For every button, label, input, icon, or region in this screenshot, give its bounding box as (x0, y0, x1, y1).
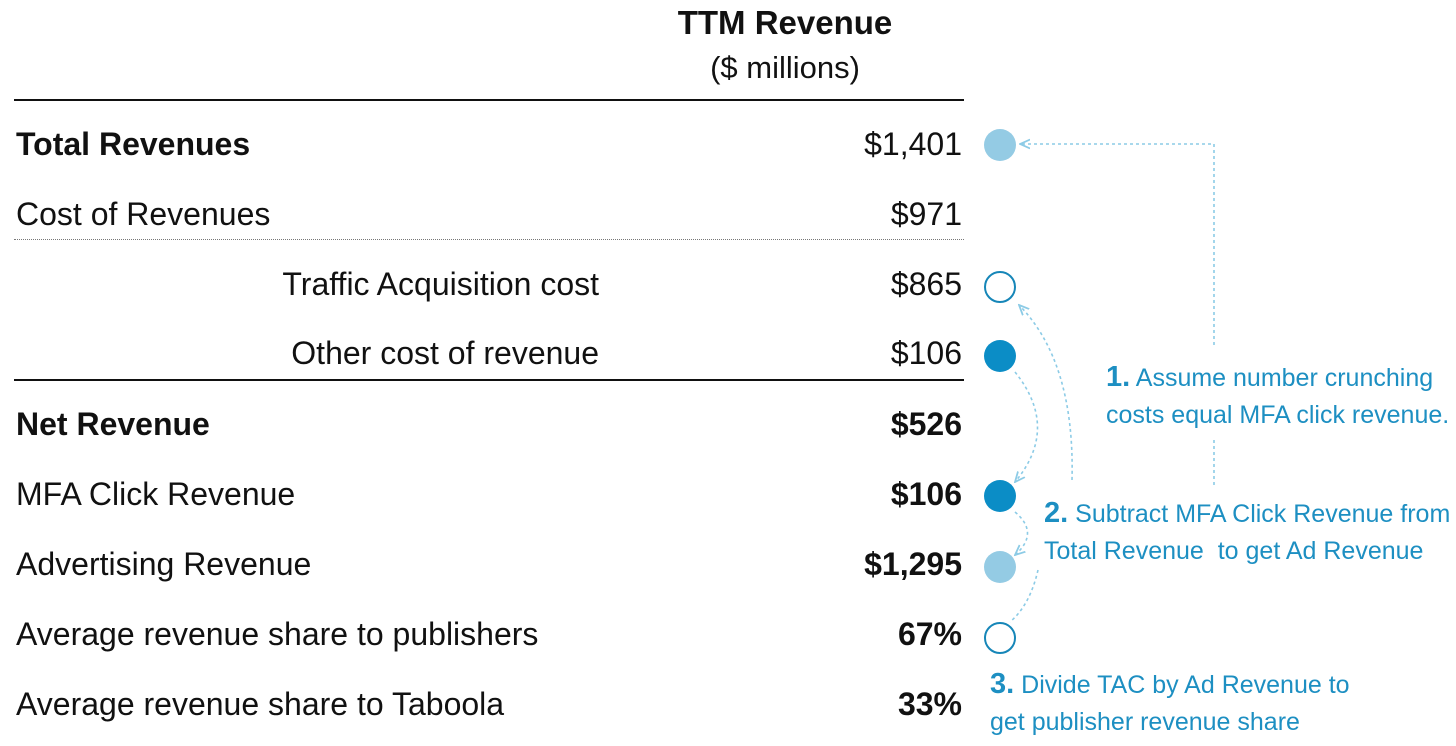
note-step-1: 1. Assume number crunching costs equal M… (1106, 359, 1449, 434)
marker-traffic-acquisition-cost (984, 271, 1016, 303)
note-number: 2. (1044, 497, 1069, 529)
row-cost-of-revenues: Cost of Revenues $971 (14, 196, 962, 236)
row-value: $106 (890, 335, 962, 371)
row-other-cost-of-revenue: Other cost of revenue $106 (14, 335, 962, 375)
row-value: $106 (890, 476, 962, 512)
cost-divider (14, 239, 964, 240)
row-net-revenue: Net Revenue $526 (14, 406, 962, 446)
marker-advertising-revenue (984, 551, 1016, 583)
connector-step3 (1009, 569, 1039, 623)
note-line: Total Revenue to get Ad Revenue (1044, 537, 1424, 565)
header-rule (14, 99, 964, 101)
row-label: Other cost of revenue (291, 335, 599, 371)
row-value: 67% (897, 616, 962, 652)
column-title: TTM Revenue (677, 4, 893, 41)
row-label: Average revenue share to publishers (16, 616, 539, 652)
row-value: $526 (890, 406, 962, 442)
connector-mfa-to-ad (1015, 511, 1029, 555)
note-step-3: 3. Divide TAC by Ad Revenue to get publi… (990, 666, 1350, 741)
note-number: 1. (1106, 361, 1131, 393)
subtotal-rule (14, 379, 964, 381)
note-line: Divide TAC by Ad Revenue to (1021, 671, 1350, 699)
row-value: $1,401 (864, 126, 962, 162)
connector-step1 (1020, 144, 1215, 345)
connector-other-to-mfa (1015, 371, 1039, 482)
row-advertising-revenue: Advertising Revenue $1,295 (14, 546, 962, 586)
row-label: Cost of Revenues (16, 196, 271, 232)
row-revenue-share-publishers: Average revenue share to publishers 67% (14, 616, 962, 656)
marker-other-cost-of-revenue (984, 340, 1016, 372)
note-step-2: 2. Subtract MFA Click Revenue from Total… (1044, 495, 1450, 570)
row-value: $1,295 (864, 546, 962, 582)
row-value: $865 (890, 266, 962, 302)
marker-total-revenues (984, 129, 1016, 161)
row-value: $971 (890, 196, 962, 232)
connector-step2-to-tac (1019, 305, 1073, 481)
note-line: Subtract MFA Click Revenue from (1075, 500, 1451, 528)
row-traffic-acquisition-cost: Traffic Acquisition cost $865 (14, 266, 962, 306)
column-subtitle: ($ millions) (710, 50, 860, 85)
note-line: Assume number crunching (1135, 364, 1434, 392)
row-label: Total Revenues (16, 126, 251, 162)
row-label: Advertising Revenue (16, 546, 312, 582)
row-total-revenues: Total Revenues $1,401 (14, 126, 962, 166)
row-mfa-click-revenue: MFA Click Revenue $106 (14, 476, 962, 516)
row-label: Net Revenue (16, 406, 210, 442)
row-revenue-share-taboola: Average revenue share to Taboola 33% (14, 686, 962, 726)
note-line: costs equal MFA click revenue. (1106, 401, 1450, 429)
note-line: get publisher revenue share (990, 708, 1300, 736)
marker-revenue-share-publishers (984, 622, 1016, 654)
marker-mfa-click-revenue (984, 480, 1016, 512)
row-label: Traffic Acquisition cost (282, 266, 599, 302)
row-label: MFA Click Revenue (16, 476, 296, 512)
row-value: 33% (897, 686, 962, 722)
note-number: 3. (990, 668, 1015, 700)
row-label: Average revenue share to Taboola (16, 686, 505, 722)
